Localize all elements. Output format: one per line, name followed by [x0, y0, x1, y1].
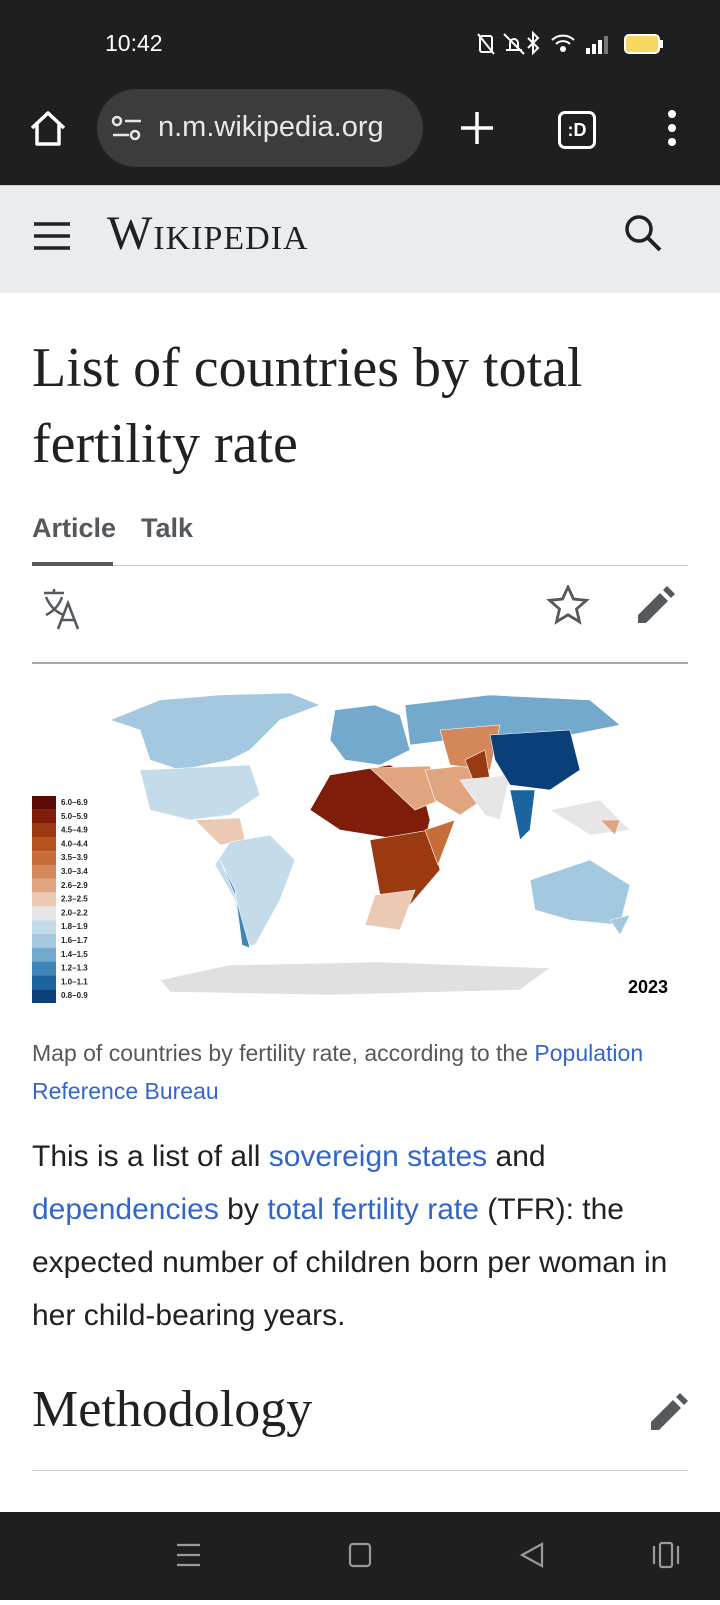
legend-swatch	[32, 906, 56, 921]
legend-label: 3.0–3.4	[61, 867, 88, 876]
legend-swatch	[32, 920, 56, 934]
url-text[interactable]: n.m.wikipedia.org	[158, 111, 384, 143]
legend-swatch	[32, 865, 56, 879]
tab-talk[interactable]: Talk	[141, 513, 194, 543]
legend-label: 1.2–1.3	[61, 964, 88, 973]
fertility-map: 6.0–6.9 5.0–5.9 4.5–4.9 4.0–4.4 3.5–3.9 3.0–3…	[32, 692, 668, 1003]
recents-button[interactable]	[177, 1543, 200, 1567]
browser-toolbar: n.m.wikipedia.org :D	[0, 86, 720, 185]
page-title: List of countries by total fertility rat…	[32, 337, 583, 475]
legend-swatch	[32, 961, 56, 976]
site-info-icon[interactable]	[111, 113, 145, 143]
edit-pencil[interactable]	[638, 586, 675, 623]
legend-swatch	[32, 851, 56, 865]
legend-label: 1.6–1.7	[61, 936, 88, 945]
legend-label: 6.0–6.9	[61, 798, 88, 807]
home-nav-button[interactable]	[348, 1542, 372, 1568]
wikipedia-logo[interactable]: Wikipedia	[107, 207, 309, 260]
section-edit[interactable]	[648, 1393, 688, 1433]
legend-swatch	[32, 947, 56, 962]
legend-label: 4.5–4.9	[61, 826, 88, 835]
page-actions	[32, 585, 688, 664]
intro-link[interactable]: total fertility rate	[267, 1193, 479, 1226]
clock: 10:42	[105, 30, 163, 56]
home-button[interactable]	[26, 106, 70, 150]
legend-label: 1.0–1.1	[61, 977, 88, 986]
legend-swatch	[32, 975, 56, 990]
legend-swatch	[32, 796, 56, 810]
tab-article[interactable]: Article	[32, 513, 117, 543]
intro-link[interactable]: dependencies	[32, 1193, 219, 1226]
legend-swatch	[32, 892, 56, 907]
tab-switcher[interactable]: :D	[558, 111, 596, 149]
language-button[interactable]	[44, 589, 80, 630]
intro-text: This is a list of all	[32, 1140, 269, 1173]
tab-divider	[32, 565, 688, 566]
intro-text: and	[487, 1140, 546, 1173]
new-tab-button[interactable]	[455, 106, 499, 150]
intro-text: (TFR): the expected number of children b…	[32, 1193, 668, 1332]
legend-label: 4.0–4.4	[61, 839, 88, 848]
legend-swatch	[32, 837, 56, 852]
map-caption: Map of countries by fertility rate, acco…	[32, 1034, 692, 1110]
section-heading: Methodology	[32, 1381, 313, 1438]
legend-swatch	[32, 934, 56, 948]
back-button[interactable]	[519, 1542, 544, 1568]
legend-label: 3.5–3.9	[61, 853, 88, 862]
legend-label: 2.6–2.9	[61, 881, 88, 890]
legend-label: 2.0–2.2	[61, 908, 88, 917]
map-legend: 6.0–6.9 5.0–5.9 4.5–4.9 4.0–4.4 3.5–3.9 3.0–3…	[32, 796, 88, 1003]
rotate-button[interactable]	[652, 1541, 680, 1569]
map-countries	[109, 692, 631, 996]
status-icons	[477, 30, 663, 56]
section-divider	[32, 1470, 688, 1471]
system-nav-bar	[0, 1512, 720, 1600]
intro-link[interactable]: sovereign states	[268, 1140, 488, 1173]
legend-label: 1.8–1.9	[61, 922, 88, 931]
intro-paragraph: This is a list of all sovereign states a…	[32, 1130, 692, 1342]
status-bar: 10:42	[0, 0, 720, 86]
legend-swatch	[32, 823, 56, 838]
watch-star[interactable]	[546, 585, 590, 625]
legend-label: 2.3–2.5	[61, 895, 88, 904]
wiki-header: Wikipedia	[0, 185, 720, 293]
menu-button[interactable]	[660, 106, 684, 150]
legend-swatch	[32, 809, 56, 824]
intro-text: by	[218, 1193, 268, 1226]
caption-text: Map of countries by fertility rate, acco…	[32, 1040, 535, 1066]
legend-swatch	[32, 878, 56, 893]
search-button[interactable]	[622, 212, 666, 256]
map-year: 2023	[628, 977, 668, 997]
nav-buttons	[177, 1541, 680, 1569]
caption-link[interactable]: Population Reference Bureau	[32, 1040, 644, 1104]
active-tab-indicator	[32, 562, 113, 566]
legend-label: 1.4–1.5	[61, 950, 88, 959]
main-menu-button[interactable]	[32, 220, 72, 254]
address-bar[interactable]: n.m.wikipedia.org	[97, 89, 423, 167]
legend-swatch	[32, 989, 56, 1003]
legend-label: 5.0–5.9	[61, 812, 88, 821]
legend-label: 0.8–0.9	[61, 991, 88, 1000]
